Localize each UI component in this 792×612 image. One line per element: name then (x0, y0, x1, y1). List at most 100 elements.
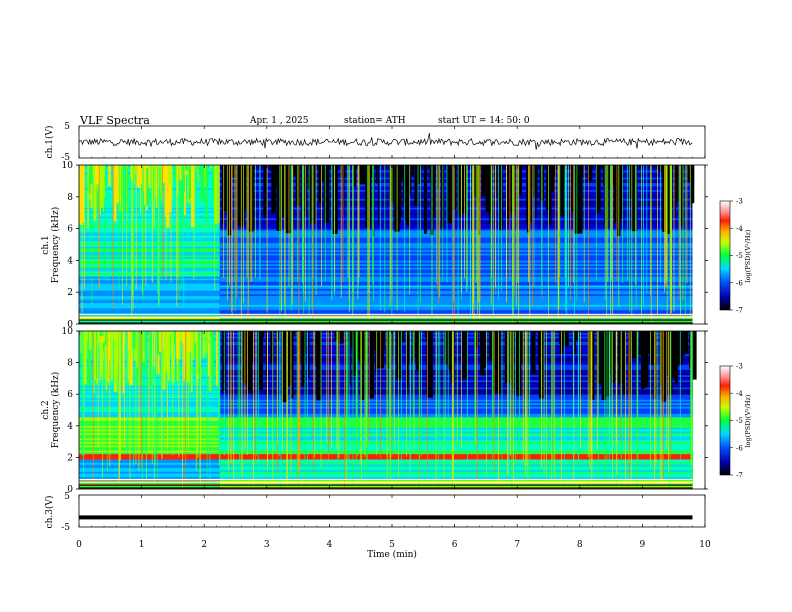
spec2-sferic (223, 331, 225, 456)
spec1-bright-patch (120, 165, 122, 212)
spec1-dark-patch (582, 165, 584, 178)
spec1-band-right (219, 253, 693, 256)
spec1-sferic (564, 165, 566, 278)
spec2-sferic (604, 331, 606, 481)
colorbar-tick-label: -3 (736, 198, 743, 206)
spec1-dark-patch (424, 165, 427, 234)
spec2-dark-patch (672, 331, 678, 378)
spec2-sferic (620, 331, 622, 442)
spec2-band-right (219, 341, 693, 344)
spec1-bright-patch (212, 165, 215, 198)
spec1-band-left (79, 278, 220, 281)
spec1-sferic (384, 165, 386, 313)
ytick-label: 8 (67, 359, 73, 369)
spec2-sferic (276, 331, 278, 474)
spec1-sferic (665, 165, 667, 280)
spec1-dark-patch (323, 165, 330, 223)
spec1-dark-patch (478, 165, 481, 235)
spec2-sferic (690, 331, 691, 486)
spec2-dark-patch (350, 331, 354, 349)
spec1-sferic (105, 165, 106, 279)
spec2-bright-patch (122, 331, 125, 394)
spec2-sferic (366, 331, 367, 448)
spec2-band-left (79, 390, 220, 393)
spec2-band-right (219, 367, 693, 370)
spec2-sferic (145, 331, 147, 452)
spec2-dark-patch (424, 331, 427, 338)
spec1-bright-patch (90, 165, 93, 185)
spec1-sferic (513, 165, 514, 317)
spec2-band-right (219, 357, 693, 360)
spec1-dark-patch (679, 165, 684, 226)
spec2-sferic (109, 331, 111, 467)
start-time-label: start UT = 14: 50: 0 (438, 116, 530, 126)
spec2-sferic (256, 331, 257, 456)
spec1-bright-patch (137, 165, 141, 188)
spec1-dark-patch (549, 165, 555, 193)
spec1-band-left (79, 253, 220, 256)
time-axis-label: Time (min) (367, 549, 417, 560)
spec2-sferic (206, 331, 208, 476)
spec2-dark-patch (573, 331, 576, 355)
spec2-bright-patch (93, 331, 97, 380)
spec2-sferic (580, 331, 581, 448)
spec2-band-right (219, 450, 693, 453)
spec1-sferic (678, 165, 680, 301)
spec2-dark-patch (447, 331, 454, 370)
spec2-band-left (79, 408, 220, 411)
spec1-bright-patch (146, 165, 150, 207)
spec2-dark-patch (360, 331, 366, 365)
spec2-sferic (615, 331, 617, 445)
spec1-sferic (259, 165, 261, 280)
spec1-bright-patch (210, 165, 212, 169)
spec1-sferic (512, 165, 513, 324)
spec1-sferic (126, 165, 128, 286)
spec1-sferic (682, 165, 684, 301)
spec1-sferic (420, 165, 421, 303)
spec2-sferic (525, 331, 527, 449)
spec1-sferic (308, 165, 310, 315)
spec1-dark-patch (411, 165, 414, 175)
spec1-sferic (660, 165, 661, 283)
spec2-dark-patch (691, 331, 697, 380)
spec2-band-right (219, 331, 693, 334)
spec2-bright-patch (106, 331, 111, 361)
spec2-sferic (328, 331, 329, 460)
ch1-ytick-top: 5 (64, 122, 70, 132)
spec2-sferic (512, 331, 514, 483)
spec2-bright-patch (132, 331, 136, 349)
spec2-sferic (376, 331, 378, 456)
spec1-band-left (79, 249, 220, 252)
spec2-sferic (507, 331, 508, 475)
spec1-sferic (470, 165, 471, 324)
spec1-sferic (302, 165, 303, 283)
ch1-frequency-label: Frequency (kHz) (50, 207, 61, 284)
ch2-colorbar-label: log(PSD)(V²/Hz) (744, 394, 752, 447)
spec1-sferic (555, 165, 556, 283)
spec1-band-left (79, 223, 220, 226)
spec2-sferic (630, 331, 632, 484)
spec1-sferic (131, 165, 133, 321)
spec1-dark-patch (318, 165, 322, 202)
spec2-dark-patch (622, 331, 626, 395)
spec2-sferic (148, 331, 150, 454)
spec2-bright-patch (186, 331, 190, 383)
spec1-dark-patch (248, 165, 254, 223)
spec2-sferic (492, 331, 493, 473)
spec2-bright-patch (182, 331, 185, 345)
spec1-sferic (321, 165, 322, 287)
spec1-dark-patch (354, 165, 359, 168)
spec2-band-right (219, 413, 693, 416)
spec2-sferic (119, 331, 120, 479)
spec1-sferic (478, 165, 479, 303)
xtick-label: 1 (139, 540, 145, 550)
spec2-band-left (79, 432, 220, 435)
spec2-sferic (412, 331, 414, 442)
spec2-band-right (219, 373, 693, 376)
spec2-sferic (561, 331, 562, 483)
spec1-bright-patch (95, 165, 99, 209)
spec2-band-right (219, 401, 693, 404)
spec2-sferic (380, 331, 381, 459)
spec1-band-left (79, 246, 220, 249)
spec2-sferic (453, 331, 454, 488)
